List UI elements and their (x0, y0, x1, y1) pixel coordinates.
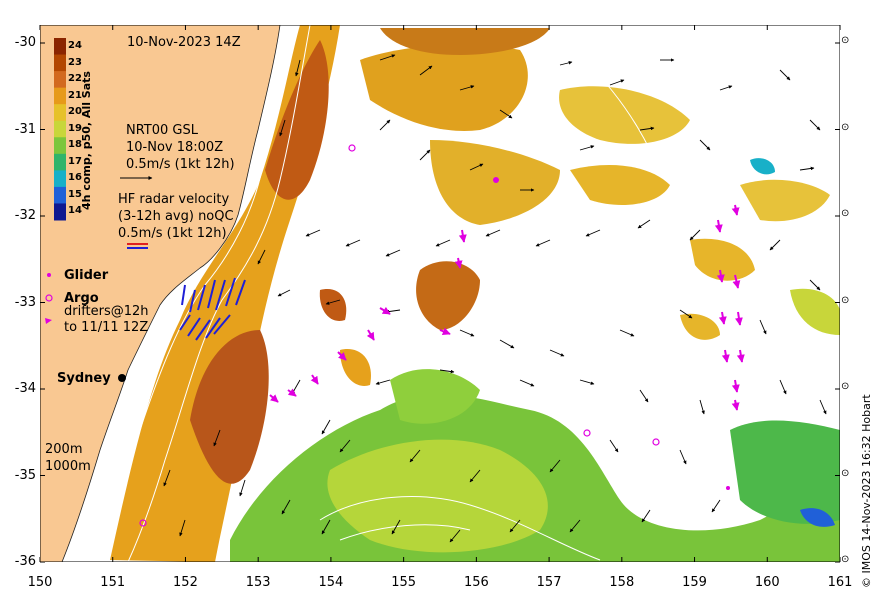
y-tick-label-right: ⊙ (841, 294, 850, 306)
x-tick-label: 159 (682, 575, 707, 590)
gsl-legend-line1: NRT00 GSL (126, 123, 198, 138)
sst-east-patch-2 (740, 179, 830, 222)
sydney-marker (118, 374, 126, 382)
credit-text: © IMOS 14-Nov-2023 16:32 Hobart (860, 394, 873, 588)
colorbar-swatch (54, 71, 66, 89)
y-tick-label: -36 (14, 554, 36, 569)
sst-yellowgreen-core (327, 439, 548, 553)
hf-legend-line2: (3-12h avg) noQC (118, 209, 234, 224)
sst-east-patch-5 (680, 313, 720, 340)
drifter-tracks (269, 204, 745, 411)
x-tick-label: 161 (827, 575, 853, 590)
colorbar-swatch (54, 54, 66, 72)
drifters-legend-line2: to 11/11 12Z (64, 320, 149, 335)
y-tick-label-right: ⊙ (841, 121, 850, 133)
colorbar-tick-label: 15 (68, 188, 82, 200)
sst-eac-warm (190, 330, 269, 484)
colorbar-tick-label: 16 (68, 172, 82, 184)
colorbar-swatch (54, 104, 66, 122)
sst-field (110, 25, 840, 562)
glider-legend-label: Glider (64, 268, 109, 283)
y-tick-label-right: ⊙ (841, 208, 850, 219)
x-tick-label: 160 (754, 575, 780, 590)
x-tick-label: 158 (609, 575, 635, 590)
x-tick-label: 150 (27, 575, 53, 590)
drifters-legend-line1: drifters@12h (64, 304, 149, 319)
colorbar-swatch (54, 170, 66, 188)
colorbar-tick-label: 22 (68, 73, 82, 85)
y-tick-label: -30 (14, 35, 36, 50)
colorbar-tick-label: 18 (68, 139, 82, 151)
sst-east-patch-4 (790, 288, 840, 335)
sst-east-patch (570, 165, 670, 205)
gsl-legend-line2: 10-Nov 18:00Z (126, 140, 224, 155)
y-tick-label-right: ⊙ (841, 554, 850, 565)
colorbar-tick-label: 19 (68, 122, 82, 134)
colorbar-tick-label: 24 (68, 40, 82, 51)
x-tick-label: 157 (536, 575, 562, 590)
y-tick-label: -34 (14, 381, 36, 396)
colorbar-tick-label: 21 (68, 89, 82, 101)
sst-small-2 (340, 349, 371, 386)
sydney-label: Sydney (57, 371, 111, 386)
colorbar-swatch (54, 203, 66, 221)
timestamp-label: 10-Nov-2023 14Z (127, 35, 241, 50)
gsl-current-arrows (163, 54, 827, 543)
sst-north-patch-2 (380, 28, 550, 55)
sst-green-east (730, 420, 840, 524)
colorbar (54, 38, 66, 221)
hf-legend-line1: HF radar velocity (118, 192, 230, 207)
colorbar-tick-label: 23 (68, 56, 82, 68)
x-tick-label: 154 (318, 575, 344, 590)
sst-eac-north (265, 40, 329, 200)
legend-symbols (45, 176, 153, 324)
colorbar-swatch (54, 120, 66, 138)
colorbar-swatch (54, 153, 66, 171)
sst-north-patch-4 (559, 86, 690, 144)
gliders (493, 177, 730, 490)
land-nsw (40, 25, 281, 562)
argo-legend-label: Argo (64, 291, 99, 306)
colorbar-swatch (54, 186, 66, 204)
sst-north-patch-1 (360, 44, 528, 131)
sst-green-mid (390, 369, 480, 424)
colorbar-tick-label: 17 (68, 155, 82, 167)
colorbar-tick-label: 20 (68, 106, 82, 118)
colorbar-swatch (54, 38, 66, 56)
gsl-legend-line3: 0.5m/s (1kt 12h) (126, 157, 235, 172)
y-tick-label: -31 (14, 121, 36, 137)
x-tick-label: 152 (173, 575, 198, 590)
sst-mid-patch (416, 261, 480, 330)
y-tick-label: -32 (14, 208, 36, 223)
x-tick-label: 155 (391, 575, 417, 590)
axis-ticks (39, 25, 841, 563)
y-tick-label-right: ⊙ (841, 35, 850, 46)
x-tick-label: 151 (100, 575, 126, 590)
y-tick-label: -35 (14, 467, 36, 483)
x-tick-label: 156 (463, 575, 489, 590)
colorbar-swatch (54, 137, 66, 155)
y-tick-label-right: ⊙ (841, 381, 850, 392)
x-tick-label: 153 (245, 575, 271, 590)
sst-small-1 (319, 289, 347, 321)
y-tick-label-right: ⊙ (841, 467, 850, 479)
sst-east-patch-3 (690, 238, 755, 281)
y-tick-label: -33 (14, 294, 36, 310)
argo-floats (139, 144, 660, 527)
hf-radar-vectors (179, 277, 246, 341)
colorbar-swatch (54, 87, 66, 105)
colorbar-tick-label: 14 (68, 205, 82, 217)
contour-200m-label: 200m (45, 442, 83, 457)
hf-legend-line3: 0.5m/s (1kt 12h) (118, 226, 227, 241)
contour-1000m-label: 1000m (45, 459, 91, 474)
sst-blue-patch (800, 508, 835, 527)
sst-cyan-patch (750, 158, 775, 175)
